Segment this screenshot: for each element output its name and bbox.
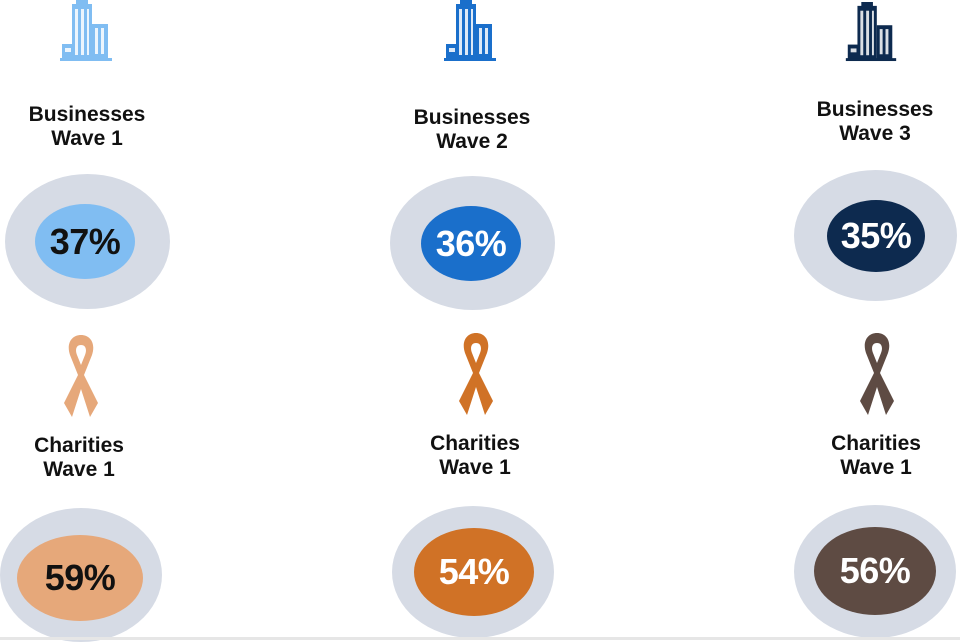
business-wave-2-value-bubble: 36% <box>421 206 521 281</box>
business-wave-2-label: Businesses Wave 2 <box>413 106 531 153</box>
business-wave-2-value: 36% <box>435 222 507 264</box>
ribbon-icon <box>64 335 98 417</box>
business-wave-3-value-bubble: 35% <box>827 200 925 272</box>
charity-wave-1b-value-bubble: 54% <box>414 528 534 616</box>
charity-wave-1c-label: Charities Wave 1 <box>831 432 921 479</box>
charity-wave-1c-value-bubble: 56% <box>814 527 936 615</box>
business-wave-1-label: Businesses Wave 1 <box>28 103 146 150</box>
business-wave-1-value: 37% <box>49 220 121 262</box>
charity-wave-1b-value: 54% <box>438 551 510 592</box>
charity-wave-1b-label: Charities Wave 1 <box>430 432 520 479</box>
charity-wave-1a-value: 59% <box>44 557 116 598</box>
ribbon-icon <box>860 333 894 415</box>
building-icon <box>60 0 112 61</box>
business-wave-3-value: 35% <box>840 215 912 256</box>
charity-wave-1a-value-bubble: 59% <box>17 535 143 621</box>
charity-wave-1a-label: Charities Wave 1 <box>34 434 124 481</box>
building-icon <box>444 0 496 61</box>
building-icon <box>845 2 897 62</box>
business-wave-1-value-bubble: 37% <box>35 204 135 279</box>
charity-wave-1c-value: 56% <box>839 550 911 591</box>
bottom-divider <box>0 637 960 640</box>
business-wave-3-label: Businesses Wave 3 <box>816 98 934 145</box>
ribbon-icon <box>459 333 493 415</box>
